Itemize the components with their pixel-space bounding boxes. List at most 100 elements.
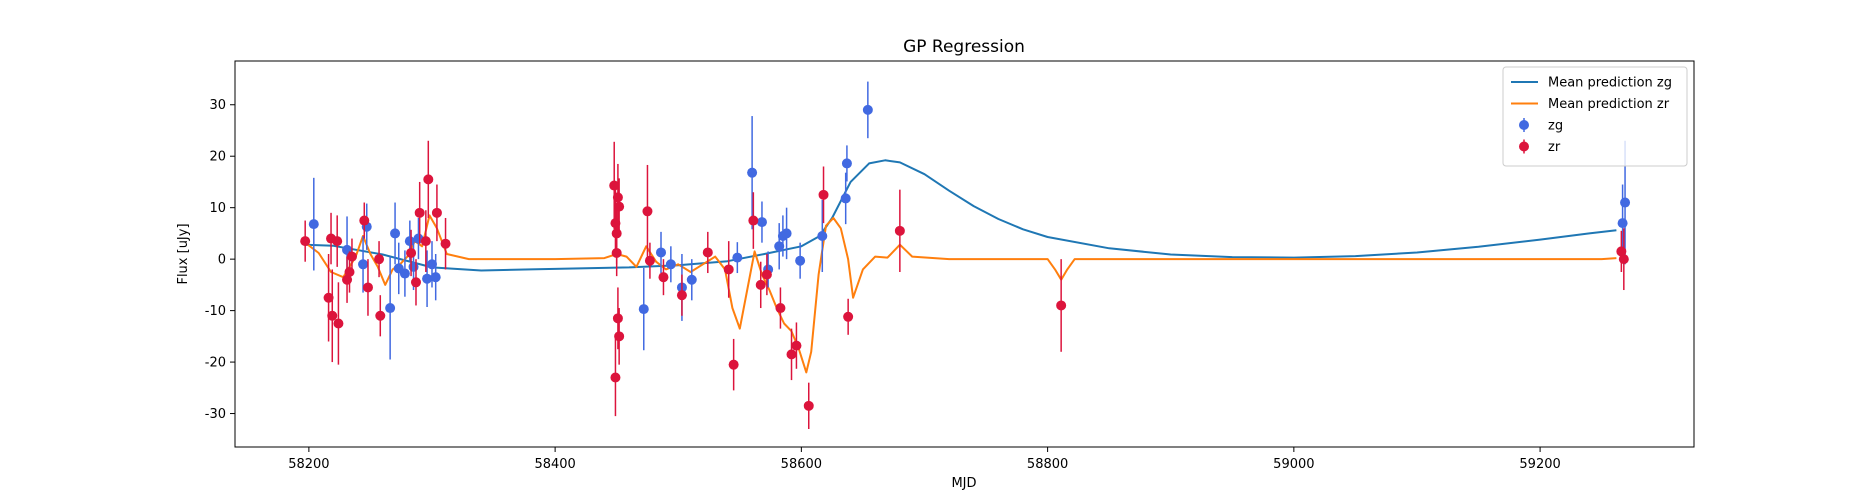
data-point bbox=[423, 174, 434, 185]
data-point bbox=[1617, 218, 1628, 229]
data-point bbox=[426, 259, 437, 270]
data-point bbox=[686, 274, 697, 285]
plot-frame bbox=[234, 60, 1695, 448]
data-point bbox=[375, 310, 386, 321]
data-point bbox=[795, 255, 806, 266]
y-tick-label: -20 bbox=[205, 356, 226, 371]
data-point bbox=[1618, 254, 1629, 265]
y-tick-label: 10 bbox=[209, 201, 226, 216]
legend-label: Mean prediction zr bbox=[1548, 97, 1670, 112]
data-point bbox=[665, 259, 676, 270]
data-point bbox=[327, 310, 338, 321]
data-point bbox=[612, 192, 623, 203]
data-point bbox=[308, 219, 319, 230]
x-tick-label: 59000 bbox=[1273, 457, 1314, 472]
series-zr bbox=[300, 140, 1629, 429]
y-tick-label: 0 bbox=[218, 253, 226, 268]
data-point bbox=[843, 311, 854, 322]
data-point bbox=[390, 228, 401, 239]
data-point bbox=[612, 313, 623, 324]
data-point bbox=[786, 349, 797, 360]
legend-label: Mean prediction zg bbox=[1548, 76, 1672, 91]
legend-marker-swatch bbox=[1519, 141, 1529, 152]
data-point bbox=[358, 259, 369, 270]
data-point bbox=[791, 340, 802, 351]
data-point bbox=[817, 230, 828, 241]
data-point bbox=[761, 269, 772, 280]
data-point bbox=[374, 254, 385, 265]
y-tick-label: -10 bbox=[205, 304, 226, 319]
data-point bbox=[775, 303, 786, 314]
y-tick-label: -30 bbox=[205, 407, 226, 422]
y-axis-label: Flux [uJy] bbox=[176, 223, 191, 284]
data-point bbox=[399, 268, 410, 279]
x-tick-label: 58400 bbox=[534, 457, 575, 472]
data-point bbox=[656, 247, 667, 258]
data-point bbox=[676, 290, 687, 301]
data-point bbox=[774, 241, 785, 252]
data-point bbox=[362, 282, 373, 293]
data-point bbox=[406, 247, 417, 258]
data-point bbox=[420, 236, 431, 247]
data-point bbox=[410, 277, 421, 288]
data-point bbox=[404, 236, 415, 247]
data-point bbox=[781, 228, 792, 239]
data-point bbox=[300, 236, 311, 247]
data-point bbox=[894, 225, 905, 236]
data-point bbox=[638, 304, 649, 315]
line-mean-prediction-zr bbox=[304, 214, 1617, 374]
data-point bbox=[1056, 300, 1067, 311]
data-point bbox=[422, 273, 433, 284]
chart-title: GP Regression bbox=[903, 37, 1025, 57]
data-point bbox=[644, 255, 655, 266]
data-point bbox=[756, 217, 767, 228]
data-point bbox=[431, 207, 442, 218]
data-point bbox=[414, 207, 425, 218]
data-point bbox=[642, 206, 653, 217]
data-point bbox=[408, 261, 419, 272]
series-zg bbox=[308, 81, 1631, 360]
x-tick-label: 58800 bbox=[1027, 457, 1068, 472]
data-point bbox=[323, 292, 334, 303]
data-point bbox=[1620, 197, 1631, 208]
data-point bbox=[614, 331, 625, 342]
y-tick-label: 30 bbox=[209, 98, 226, 113]
data-point bbox=[344, 267, 355, 278]
legend-label: zg bbox=[1548, 119, 1563, 134]
data-point bbox=[610, 372, 621, 383]
x-tick-label: 58200 bbox=[288, 457, 329, 472]
data-point bbox=[818, 189, 829, 200]
data-point bbox=[385, 303, 396, 314]
data-point bbox=[803, 400, 814, 411]
x-axis-label: MJD bbox=[951, 476, 976, 491]
data-point bbox=[440, 238, 451, 249]
data-point bbox=[611, 247, 622, 258]
data-point bbox=[841, 158, 852, 169]
y-tick-label: 20 bbox=[209, 150, 226, 165]
legend-box bbox=[1502, 66, 1688, 167]
plot-series bbox=[300, 81, 1631, 429]
data-point bbox=[862, 104, 873, 115]
legend: Mean prediction zg Mean prediction zr zg zr bbox=[1502, 66, 1688, 167]
x-tick-label: 58600 bbox=[781, 457, 822, 472]
data-point bbox=[747, 167, 758, 178]
data-point bbox=[840, 193, 851, 204]
data-point bbox=[346, 251, 357, 262]
data-point bbox=[702, 247, 713, 258]
data-point bbox=[732, 252, 743, 263]
legend-marker-swatch bbox=[1519, 120, 1529, 130]
data-point bbox=[614, 201, 625, 212]
data-point bbox=[359, 215, 370, 226]
data-point bbox=[430, 272, 441, 283]
x-tick-label: 59200 bbox=[1519, 457, 1560, 472]
axis-ticks: 58200 58400 58600 58800 59000 59200 -30 -20 -10 0… bbox=[205, 98, 1561, 472]
data-point bbox=[332, 236, 343, 247]
data-point bbox=[333, 318, 344, 329]
data-point bbox=[658, 272, 669, 283]
line-mean-prediction-zg bbox=[305, 159, 1617, 272]
data-point bbox=[723, 264, 734, 275]
data-point bbox=[748, 215, 759, 226]
data-point bbox=[728, 359, 739, 370]
data-point bbox=[755, 279, 766, 290]
